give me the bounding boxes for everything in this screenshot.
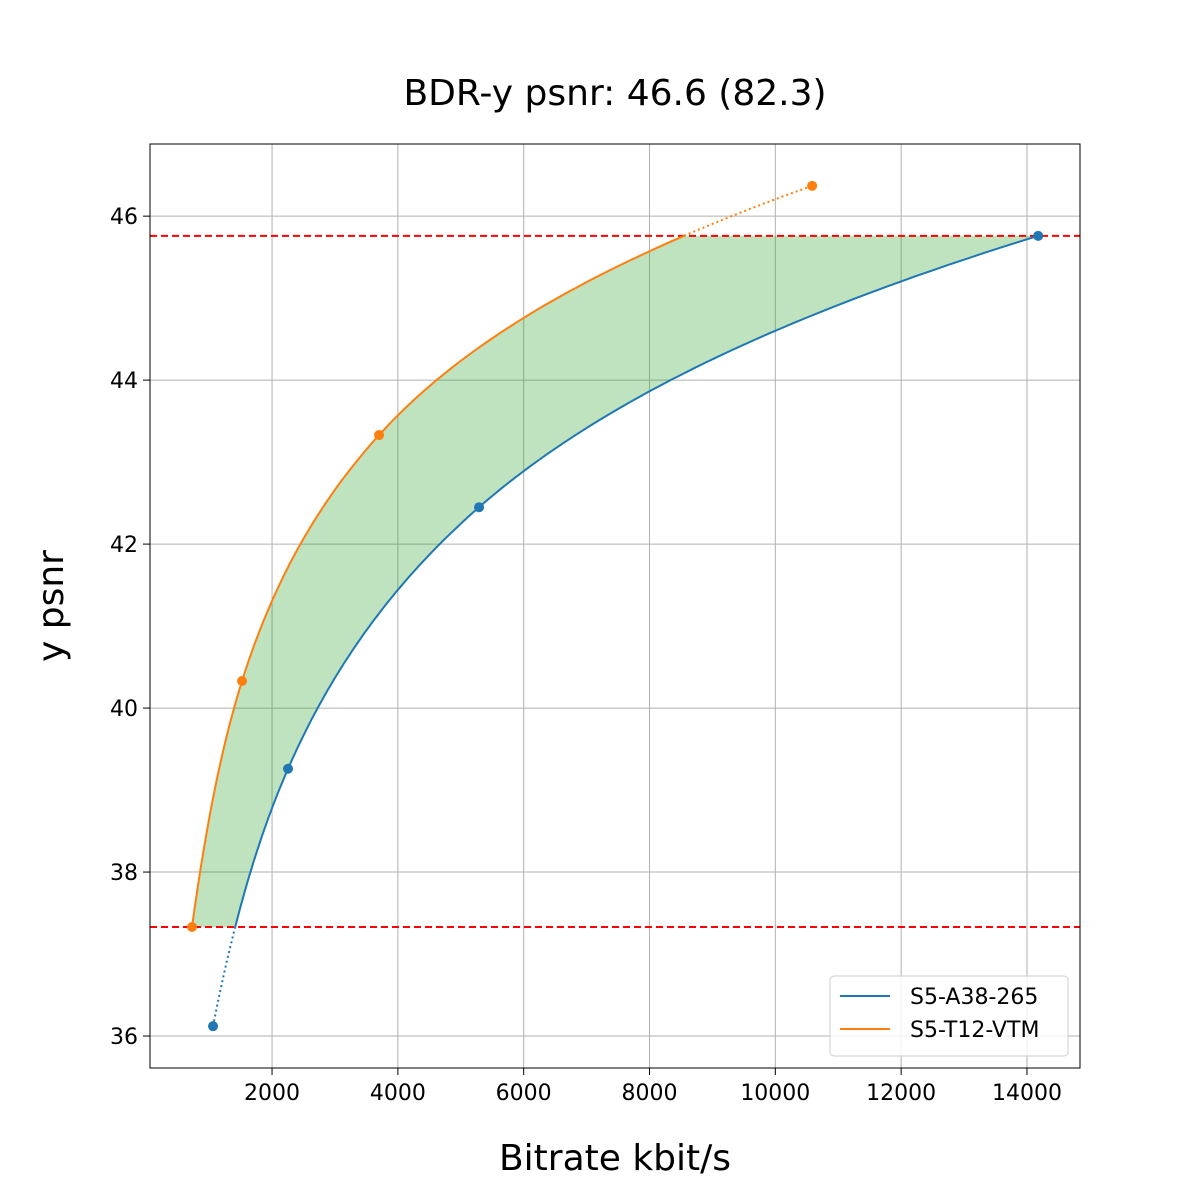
legend-label-s5-a38-265: S5-A38-265 xyxy=(910,985,1038,1010)
plot-frame xyxy=(149,143,1081,1069)
data-point-s5-a38-265 xyxy=(1033,230,1044,241)
legend: S5-A38-265 S5-T12-VTM xyxy=(829,975,1069,1057)
chart-title: BDR-y psnr: 46.6 (82.3) xyxy=(403,73,826,114)
data-point-s5-t12-vtm xyxy=(374,430,385,441)
series-line-s5-a38-265-extrapolated xyxy=(212,926,237,1027)
x-tick-label: 2000 xyxy=(244,1081,300,1106)
series-line-s5-t12-vtm-extrapolated xyxy=(683,184,813,237)
series-line-s5-a38-265 xyxy=(234,234,1039,928)
bd-area-fill xyxy=(192,235,1039,928)
data-point-s5-t12-vtm xyxy=(187,921,198,932)
y-tick-label: 38 xyxy=(110,861,138,886)
x-tick-label: 10000 xyxy=(740,1081,810,1106)
series-line-s5-t12-vtm xyxy=(191,234,685,928)
x-tick-label: 6000 xyxy=(496,1081,552,1106)
y-axis-label: y psnr xyxy=(31,550,72,662)
x-axis-label: Bitrate kbit/s xyxy=(499,1138,731,1179)
x-tick-label: 14000 xyxy=(992,1081,1062,1106)
x-tick-label: 4000 xyxy=(370,1081,426,1106)
data-point-s5-t12-vtm xyxy=(807,180,818,191)
x-tick-label: 12000 xyxy=(866,1081,936,1106)
y-tick-label: 44 xyxy=(110,369,138,394)
data-point-s5-a38-265 xyxy=(474,502,485,513)
x-tick-label: 8000 xyxy=(622,1081,678,1106)
y-tick-label: 46 xyxy=(110,205,138,230)
legend-label-s5-t12-vtm: S5-T12-VTM xyxy=(910,1018,1039,1043)
data-point-s5-a38-265 xyxy=(208,1021,219,1032)
data-point-s5-a38-265 xyxy=(283,763,294,774)
data-point-s5-t12-vtm xyxy=(237,676,248,687)
y-tick-label: 40 xyxy=(110,697,138,722)
y-tick-label: 36 xyxy=(110,1025,138,1050)
y-tick-label: 42 xyxy=(110,533,138,558)
